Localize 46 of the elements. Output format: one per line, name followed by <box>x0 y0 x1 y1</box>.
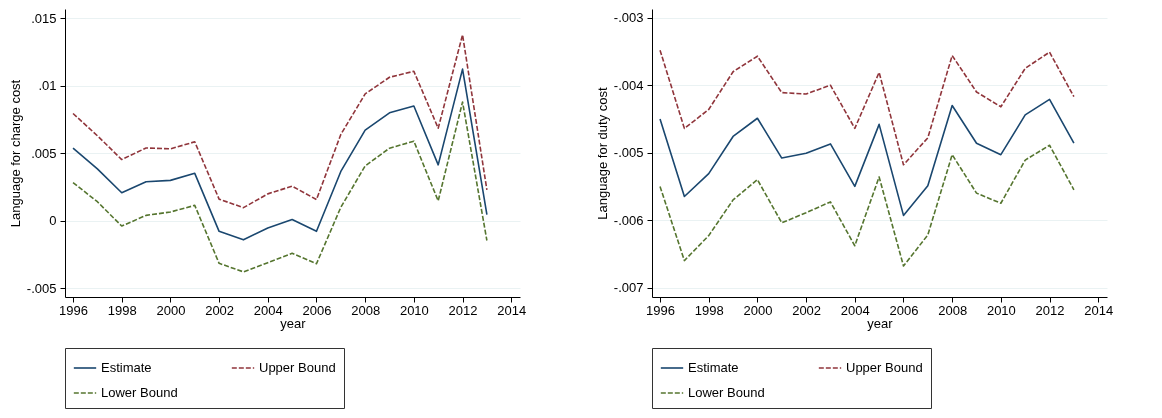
line-series <box>72 101 488 273</box>
x-tick-label: 2012 <box>1035 302 1065 318</box>
x-tick-label: 2012 <box>448 302 478 318</box>
x-tick-label: 2008 <box>351 302 381 318</box>
line-series <box>72 34 488 209</box>
y-tick-label: -.006 <box>613 212 644 228</box>
y-axis-title: Language for duty cost <box>594 86 610 220</box>
x-tick-label: 1996 <box>59 302 88 318</box>
legend-label: Upper Bound <box>846 360 923 375</box>
line-series <box>659 144 1075 267</box>
line-series <box>659 98 1075 217</box>
x-tick-label: 2002 <box>792 302 822 318</box>
x-tick-label: 2010 <box>399 302 429 318</box>
x-tick-label: 1998 <box>694 302 724 318</box>
legend-label: Lower Bound <box>688 385 765 400</box>
y-tick-label: -.003 <box>613 10 644 26</box>
y-tick-label: -.007 <box>613 280 644 296</box>
y-axis-title: Language for charge cost <box>7 79 23 228</box>
x-tick-label: 2004 <box>840 302 870 318</box>
x-tick-label: 2000 <box>156 302 186 318</box>
x-tick-label: 2002 <box>205 302 235 318</box>
x-tick-label: 2010 <box>986 302 1016 318</box>
x-tick-label: 2000 <box>743 302 773 318</box>
x-tick-label: 2008 <box>938 302 968 318</box>
y-tick-label: -.005 <box>26 280 57 296</box>
x-axis-title: year <box>867 315 894 331</box>
y-tick-label: -.004 <box>613 77 644 93</box>
y-tick-label: .005 <box>31 145 57 161</box>
y-tick-label: 0 <box>49 213 57 229</box>
x-tick-label: 2014 <box>1084 302 1114 318</box>
x-tick-label: 2006 <box>302 302 332 318</box>
x-tick-label: 1996 <box>646 302 675 318</box>
x-tick-label: 2004 <box>253 302 283 318</box>
x-axis-title: year <box>280 315 307 331</box>
x-tick-label: 1998 <box>107 302 137 318</box>
x-tick-label: 2014 <box>497 302 527 318</box>
legend-label: Estimate <box>101 360 152 375</box>
legend-label: Upper Bound <box>259 360 336 375</box>
y-tick-label: -.005 <box>613 145 644 161</box>
y-tick-label: .01 <box>38 78 57 94</box>
legend-label: Estimate <box>688 360 739 375</box>
legend-label: Lower Bound <box>101 385 178 400</box>
line-series <box>72 68 488 241</box>
x-tick-label: 2006 <box>889 302 919 318</box>
y-tick-label: .015 <box>31 10 57 26</box>
line-series <box>659 49 1075 166</box>
